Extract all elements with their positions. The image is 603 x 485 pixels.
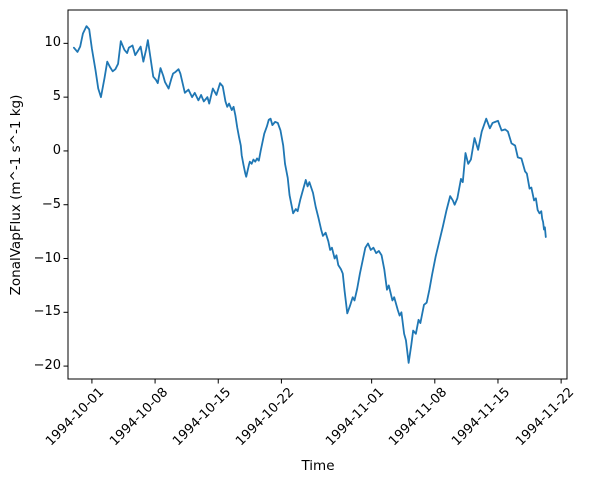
y-tick-label: 0 (52, 142, 61, 158)
x-axis-label: Time (301, 458, 335, 474)
y-tick-label: −15 (33, 304, 61, 320)
series-ZonalVapFlux (72, 25, 547, 364)
plot-spines (67, 9, 568, 380)
y-tick-label: −5 (41, 196, 61, 212)
y-tick-label: −20 (33, 358, 61, 374)
y-tick-label: 5 (52, 89, 61, 105)
y-tick-label: −10 (33, 250, 61, 266)
y-tick-label: 10 (44, 35, 61, 51)
